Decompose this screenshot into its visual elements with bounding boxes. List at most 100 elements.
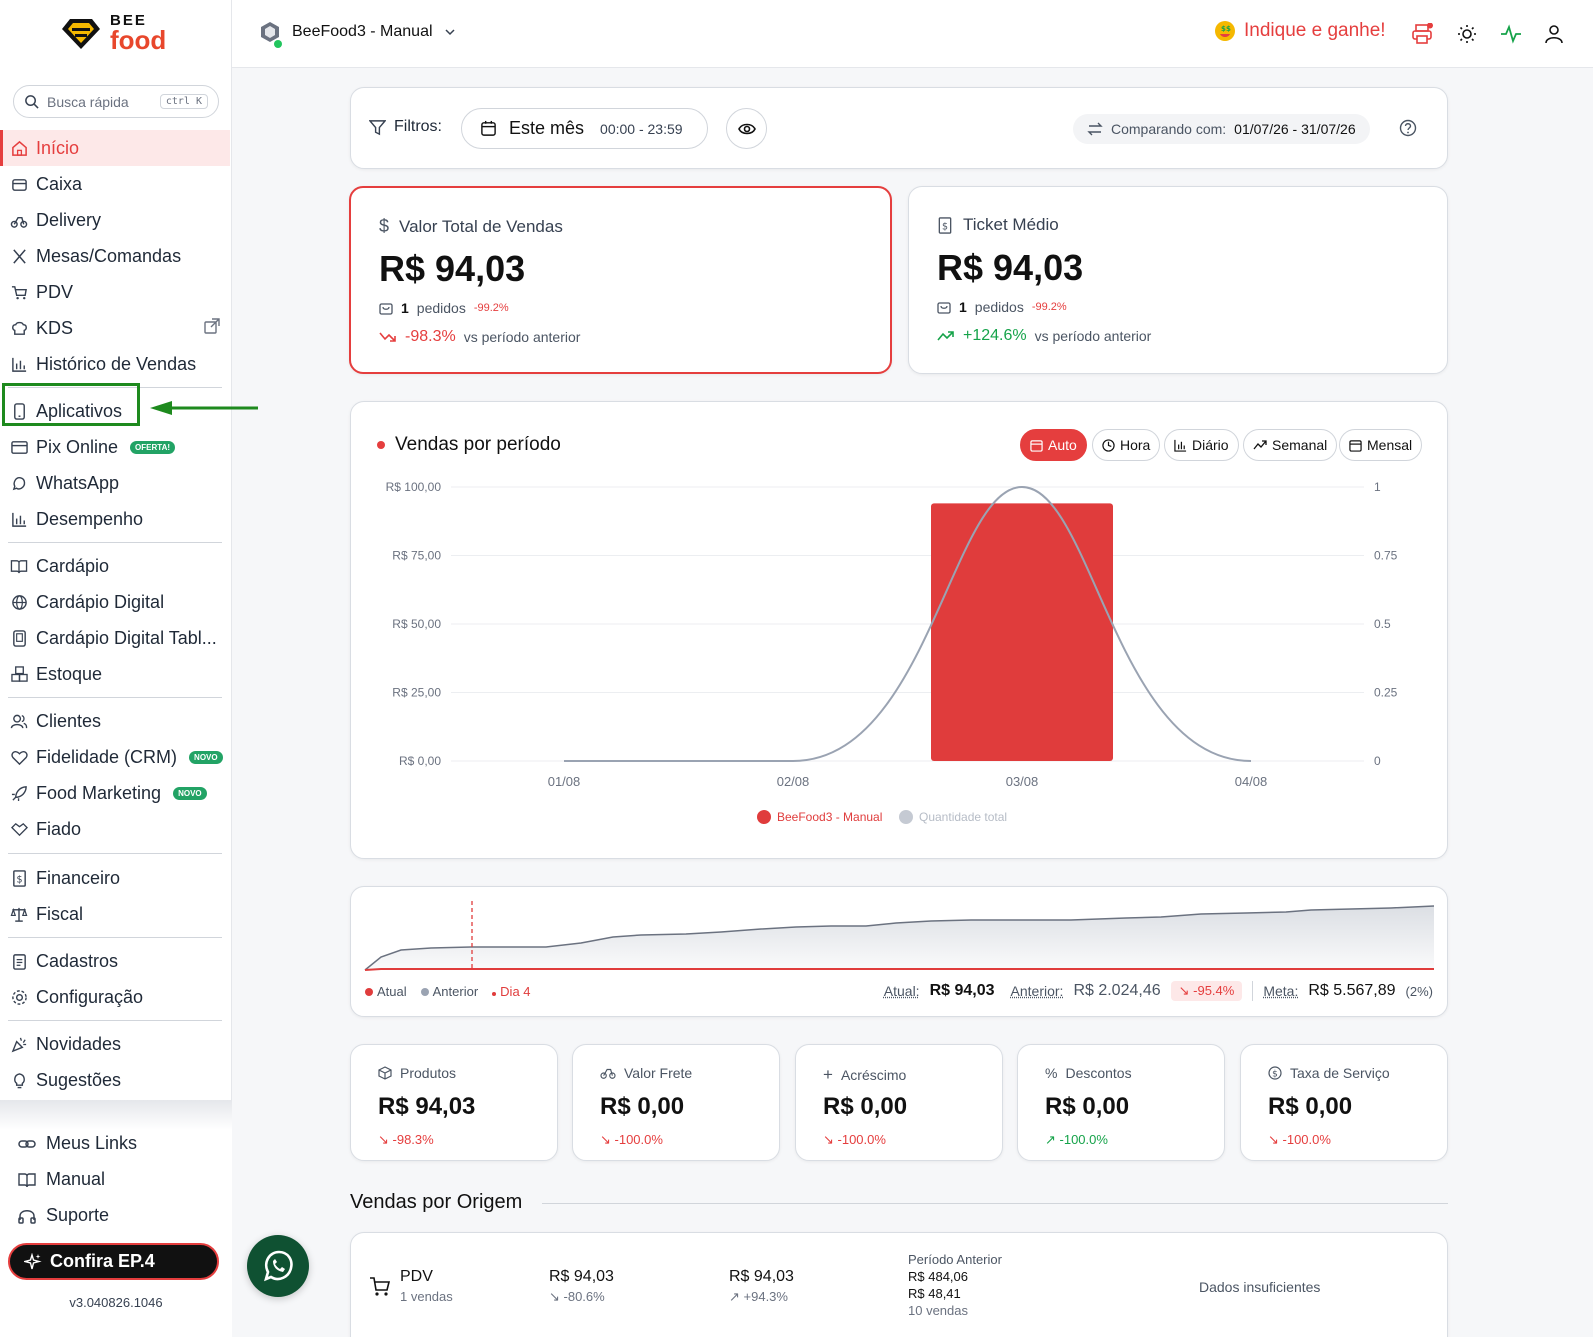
mini-card-valor-frete[interactable]: Valor Frete R$ 0,00 ↘ -100.0% xyxy=(572,1044,780,1161)
sidebar-item-label: Configuração xyxy=(36,986,144,1007)
granularity-hora-button[interactable]: Hora xyxy=(1092,429,1161,461)
sidebar-item-label: PDV xyxy=(36,281,74,302)
online-status-dot xyxy=(274,40,282,48)
origin-value-trend: ↘ -80.6% xyxy=(549,1289,605,1304)
footer-manual[interactable]: Manual xyxy=(18,1169,105,1190)
mini-card-acrescimo[interactable]: + Acréscimo R$ 0,00 ↘ -100.0% xyxy=(795,1044,1003,1161)
quick-search[interactable]: Busca rápida ctrl K xyxy=(13,85,219,118)
footer-suporte[interactable]: Suporte xyxy=(18,1205,109,1226)
footer-my-links[interactable]: Meus Links xyxy=(18,1133,137,1154)
activity-button[interactable] xyxy=(1499,22,1523,46)
granularity-semanal-button[interactable]: Semanal xyxy=(1243,429,1338,461)
granularity-mensal-button[interactable]: Mensal xyxy=(1339,429,1423,461)
package-icon xyxy=(378,1066,392,1080)
compare-dates: 01/07/26 - 31/07/26 xyxy=(1234,121,1356,137)
printer-button[interactable] xyxy=(1410,22,1434,46)
whatsapp-float-button[interactable] xyxy=(247,1235,309,1297)
sidebar-item-fidelidade[interactable]: Fidelidade (CRM) NOVO xyxy=(0,739,232,775)
kpi-ticket-card[interactable]: $ Ticket Médio R$ 94,03 1 pedidos -99.2%… xyxy=(908,186,1448,374)
sidebar-item-aplicativos[interactable]: Aplicativos xyxy=(0,393,232,429)
chart-title-dot xyxy=(377,441,385,449)
x-tick-label: 03/08 xyxy=(1006,774,1039,789)
compare-label: Comparando com: xyxy=(1111,121,1227,137)
granularity-auto-button[interactable]: Auto xyxy=(1020,429,1087,461)
sidebar-item-cadastros[interactable]: Cadastros xyxy=(0,943,232,979)
sidebar-item-label: Sugestões xyxy=(36,1069,122,1090)
mini-card-descontos[interactable]: % Descontos R$ 0,00 ↗ -100.0% xyxy=(1017,1044,1225,1161)
sidebar-item-pix[interactable]: Pix Online OFERTA! xyxy=(0,429,232,465)
mini-trend-value: -98.3% xyxy=(392,1132,434,1147)
bee-logo-icon xyxy=(62,19,100,49)
top-bar: BeeFood3 - Manual $ $ Indique e ganhe! xyxy=(232,0,1593,68)
sidebar-item-cardapio-digital[interactable]: Cardápio Digital xyxy=(0,584,232,620)
sidebar-item-caixa[interactable]: Caixa xyxy=(0,166,232,202)
percent-icon: % xyxy=(1045,1065,1058,1081)
sparkles-icon xyxy=(24,1252,42,1269)
sidebar-item-desempenho[interactable]: Desempenho xyxy=(0,501,232,537)
sidebar-item-label: Cadastros xyxy=(36,950,119,971)
sidebar-item-financeiro[interactable]: $ Financeiro xyxy=(0,860,232,896)
external-link-icon[interactable] xyxy=(204,317,220,339)
x-tick-label: 01/08 xyxy=(548,774,581,789)
sidebar-item-food-marketing[interactable]: Food Marketing NOVO xyxy=(0,775,232,811)
tablet-icon xyxy=(10,629,28,647)
legend-marker-bar xyxy=(757,810,771,824)
store-selector[interactable]: BeeFood3 - Manual xyxy=(258,20,457,48)
comparison-range[interactable]: Comparando com: 01/07/26 - 31/07/26 xyxy=(1073,114,1370,144)
confira-ep4-button[interactable]: Confira EP.4 xyxy=(8,1243,219,1280)
mini-trend: ↘ -98.3% xyxy=(378,1132,434,1147)
sidebar-item-novidades[interactable]: Novidades xyxy=(0,1026,232,1062)
filters-bar: Filtros: Este mês 00:00 - 23:59 Comparan… xyxy=(350,87,1448,169)
origin-value-trend-text: -80.6% xyxy=(563,1289,605,1304)
sidebar-item-whatsapp[interactable]: WhatsApp xyxy=(0,465,232,501)
theme-toggle-button[interactable] xyxy=(1455,22,1479,46)
sidebar-item-configuracao[interactable]: Configuração xyxy=(0,979,232,1015)
referral-link[interactable]: $ $ Indique e ganhe! xyxy=(1214,20,1386,42)
mini-card-taxa-servico[interactable]: $ Taxa de Serviço R$ 0,00 ↘ -100.0% xyxy=(1240,1044,1448,1161)
legend-label-line: Quantidade total xyxy=(919,810,1007,824)
diff-value: -95.4% xyxy=(1193,983,1235,998)
sidebar-item-label: Cardápio Digital xyxy=(36,591,165,612)
origin-sales: 1 vendas xyxy=(400,1289,453,1304)
offer-badge: OFERTA! xyxy=(130,440,176,454)
clipboard-icon xyxy=(10,952,28,970)
sidebar-item-label: Pix Online xyxy=(36,436,119,457)
smartphone-icon xyxy=(10,402,28,420)
sidebar-item-delivery[interactable]: Delivery xyxy=(0,202,232,238)
sidebar-item-cardapio-tablet[interactable]: Cardápio Digital Tabl... xyxy=(0,620,232,656)
kpi-value: R$ 94,03 xyxy=(379,248,526,289)
date-range-picker[interactable]: Este mês 00:00 - 23:59 xyxy=(461,108,708,149)
kpi-total-sales-card[interactable]: $ Valor Total de Vendas R$ 94,03 1 pedid… xyxy=(349,186,892,374)
mini-title: Produtos xyxy=(378,1065,456,1081)
sidebar-item-clientes[interactable]: Clientes xyxy=(0,703,232,739)
sidebar-item-mesas[interactable]: Mesas/Comandas xyxy=(0,238,232,274)
beefood-logo[interactable]: BEE food xyxy=(58,13,166,53)
kpi-trend: -98.3% vs período anterior xyxy=(379,328,580,346)
sidebar-item-estoque[interactable]: Estoque xyxy=(0,656,232,692)
help-button[interactable] xyxy=(1399,119,1417,142)
sidebar-item-pdv[interactable]: PDV xyxy=(0,274,232,310)
legend-marker-line xyxy=(899,810,913,824)
granularity-diario-button[interactable]: Diário xyxy=(1164,429,1239,461)
y-left-tick-label: R$ 100,00 xyxy=(386,480,442,494)
origin-ticket: R$ 94,03 xyxy=(729,1268,794,1285)
filters-text: Filtros: xyxy=(394,118,442,135)
handshake-icon xyxy=(10,820,28,838)
atual-value: R$ 94,03 xyxy=(929,982,995,999)
toggle-values-visibility-button[interactable] xyxy=(726,108,767,149)
sidebar-item-cardapio[interactable]: Cardápio xyxy=(0,548,232,584)
sidebar-item-fiado[interactable]: Fiado xyxy=(0,811,232,847)
user-menu-button[interactable] xyxy=(1542,22,1566,46)
eye-icon xyxy=(737,123,756,134)
sidebar-item-kds[interactable]: KDS xyxy=(0,310,232,346)
mini-card-produtos[interactable]: Produtos R$ 94,03 ↘ -98.3% xyxy=(350,1044,558,1161)
sidebar-item-inicio[interactable]: Início xyxy=(0,130,230,166)
sidebar-item-historico[interactable]: Histórico de Vendas xyxy=(0,346,232,382)
footer-label: Meus Links xyxy=(46,1133,138,1153)
referral-label: Indique e ganhe! xyxy=(1244,20,1386,41)
sidebar-item-sugestoes[interactable]: Sugestões xyxy=(0,1062,232,1098)
sidebar-item-fiscal[interactable]: Fiscal xyxy=(0,896,232,932)
origin-table: PDV 1 vendas R$ 94,03 ↘ -80.6% R$ 94,03 … xyxy=(350,1232,1448,1337)
mini-trend-value: -100.0% xyxy=(837,1132,886,1147)
kpi-orders-count: 1 xyxy=(401,300,409,316)
